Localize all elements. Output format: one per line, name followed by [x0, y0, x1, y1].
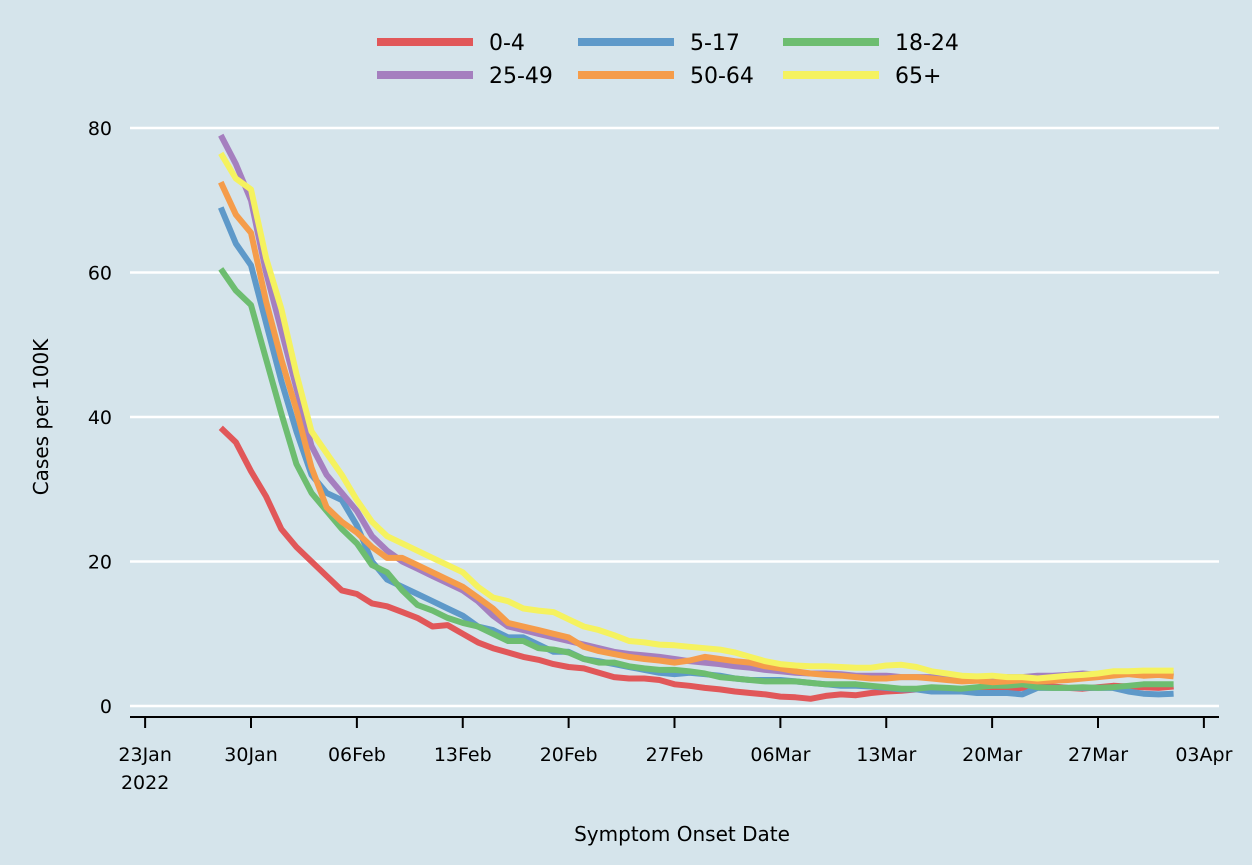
x-tick-label: 06Mar [750, 744, 810, 766]
x-axis: 23Jan 2022 30Jan 06Feb 13Feb 20Feb 27Feb 06Mar 1… [118, 716, 1233, 794]
x-tick-label: 30Jan [224, 744, 277, 766]
x-tick-label: 27Feb [646, 744, 704, 766]
x-tick-label: 20Mar [962, 744, 1022, 766]
y-tick-label: 80 [88, 118, 112, 140]
x-tick-label: 13Feb [434, 744, 492, 766]
y-axis: 0 20 40 60 80 [88, 118, 112, 718]
y-tick-label: 0 [100, 696, 112, 718]
x-tick-label: 06Feb [328, 744, 386, 766]
legend-label: 65+ [895, 64, 941, 89]
y-axis-label: Cases per 100K [29, 338, 53, 495]
y-tick-label: 60 [88, 263, 112, 285]
legend-label: 25-49 [489, 64, 553, 89]
x-tick-label: 13Mar [856, 744, 916, 766]
x-tick-label: 03Apr [1175, 744, 1232, 766]
legend-label: 5-17 [690, 31, 740, 56]
x-tick-label: 23Jan [118, 744, 171, 766]
series-lines [218, 133, 1174, 702]
legend: 0-4 5-17 18-24 25-49 50-64 65+ [377, 31, 959, 89]
x-axis-label: Symptom Onset Date [574, 822, 790, 846]
series-line-65+ [218, 151, 1174, 682]
y-tick-label: 20 [88, 552, 112, 574]
x-tick-sublabel: 2022 [121, 772, 169, 794]
x-tick-label: 27Mar [1068, 744, 1128, 766]
legend-label: 18-24 [895, 31, 959, 56]
series-line-50-64 [218, 180, 1174, 686]
x-tick-label: 20Feb [540, 744, 598, 766]
legend-label: 0-4 [489, 31, 525, 56]
y-tick-label: 40 [88, 407, 112, 429]
legend-label: 50-64 [690, 64, 754, 89]
series-line-0-4 [218, 425, 1174, 702]
series-line-18-24 [218, 267, 1174, 692]
